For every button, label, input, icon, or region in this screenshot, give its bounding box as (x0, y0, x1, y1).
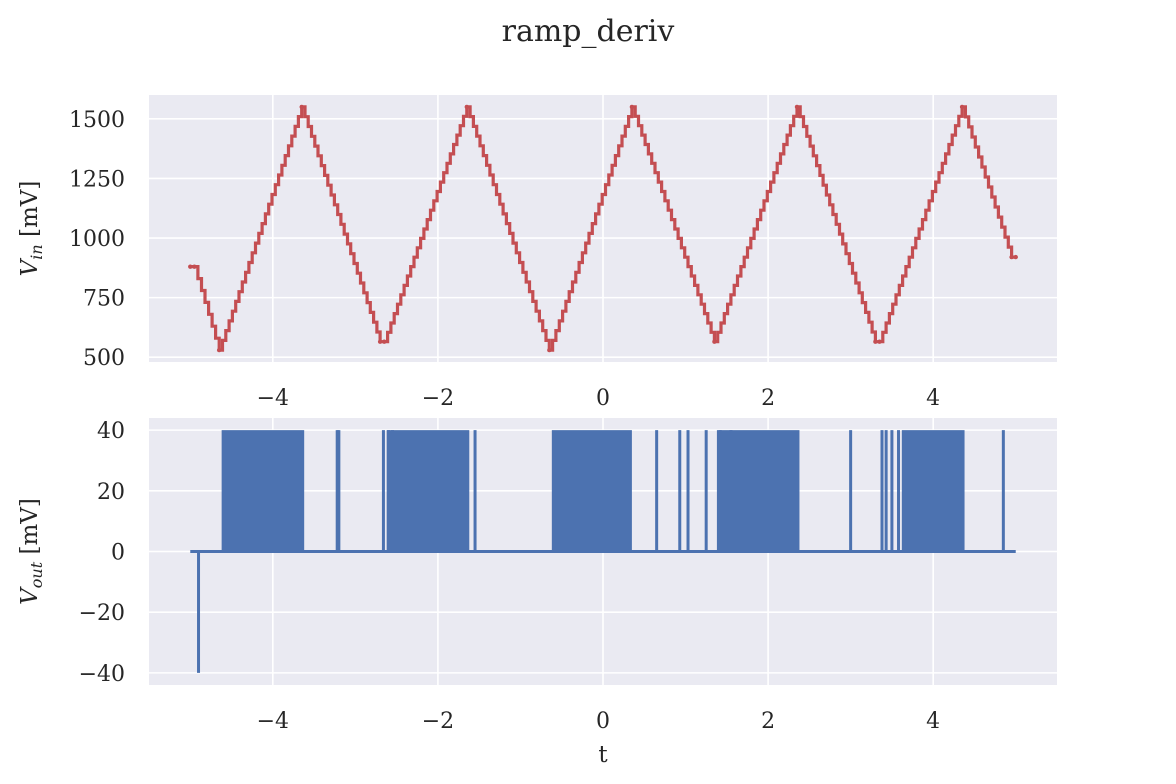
y-axis-label-main: V (17, 586, 43, 605)
y-axis-label: Vin [mV] (17, 181, 46, 277)
y-axis-label-subscript: in (27, 244, 46, 259)
x-tick-label: 4 (926, 709, 940, 734)
series-vertex (377, 339, 383, 344)
series-vertex (188, 264, 193, 269)
y-axis-label-subscript: out (27, 561, 46, 588)
x-tick-label: −4 (257, 386, 289, 411)
x-tick-label: 0 (596, 386, 610, 411)
series-vertex (712, 339, 717, 344)
series-vertex (873, 339, 878, 344)
series-vertex (216, 347, 222, 353)
figure-title: ramp_deriv (502, 14, 675, 49)
pulse-band (221, 430, 305, 552)
y-axis-label: Vout [mV] (17, 498, 46, 605)
y-axis-label-main: V (17, 257, 43, 276)
series-vertex (464, 104, 469, 110)
x-tick-label: −4 (257, 709, 289, 734)
series-vertex (629, 104, 635, 110)
y-tick-label: 40 (97, 419, 125, 444)
x-tick-label: 2 (761, 386, 775, 411)
series-vertex (382, 339, 387, 344)
series-vertex (794, 104, 800, 110)
x-tick-label: 4 (926, 386, 940, 411)
y-tick-label: −40 (79, 662, 125, 687)
x-tick-label: −2 (422, 709, 454, 734)
y-tick-label: −20 (79, 601, 125, 626)
y-tick-label: 0 (111, 541, 125, 566)
series-vertex (959, 104, 965, 110)
pulse-band (901, 430, 965, 552)
series-vertex (877, 339, 882, 344)
x-tick-label: 0 (596, 709, 610, 734)
y-tick-label: 750 (83, 287, 125, 312)
y-tick-label: 1250 (69, 167, 125, 192)
pulse-band (716, 430, 800, 552)
y-tick-label: 20 (97, 480, 125, 505)
pulse-band (386, 430, 470, 552)
series-vertex (299, 104, 304, 110)
series-vertex (192, 264, 197, 269)
y-tick-label: 1500 (69, 108, 125, 133)
series-vertex (547, 347, 552, 353)
y-axis-label-unit: [mV] (17, 498, 43, 562)
pulse-band (551, 430, 632, 552)
x-axis-label: t (598, 742, 608, 768)
series-line-vin (190, 105, 1016, 352)
x-tick-label: 2 (761, 709, 775, 734)
series-vertex (1009, 254, 1014, 260)
top-panel: −4 −2 0 2 4 500 750 1000 1250 1500 Vin [mV] (17, 95, 1057, 411)
x-tick-label: −2 (422, 386, 454, 411)
y-tick-label: 500 (83, 346, 125, 371)
y-axis-label-unit: [mV] (17, 181, 43, 245)
series-vertex (1013, 254, 1018, 260)
y-tick-label: 1000 (69, 227, 125, 252)
